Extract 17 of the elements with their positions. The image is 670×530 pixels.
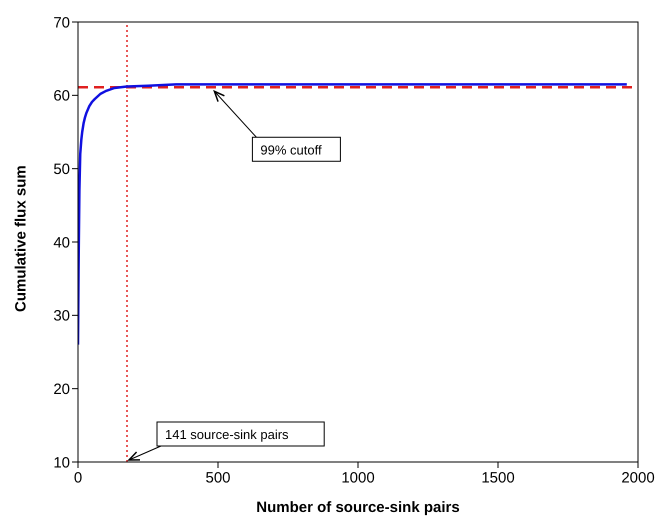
annotation: 141 source-sink pairs — [165, 427, 290, 442]
annotation: 99% cutoff — [260, 142, 322, 158]
x-tick-label: 0 — [74, 470, 82, 487]
x-tick-label: 500 — [205, 470, 231, 487]
y-tick-label: 20 — [53, 380, 70, 398]
y-tick-label: 70 — [53, 14, 70, 32]
y-tick-label: 10 — [53, 454, 70, 472]
y-tick-label: 50 — [53, 160, 70, 178]
x-tick-label: 1500 — [481, 470, 515, 487]
y-tick-label: 30 — [53, 308, 70, 325]
x-tick-label: 1000 — [341, 470, 375, 487]
y-tick-label: 40 — [53, 234, 70, 252]
y-axis-title: Cumulative flux sum — [12, 165, 30, 312]
y-tick-label: 60 — [53, 88, 70, 105]
x-tick-label: 2000 — [621, 470, 655, 487]
x-axis-title: Number of source-sink pairs — [256, 499, 460, 516]
line-series — [78, 83, 628, 346]
